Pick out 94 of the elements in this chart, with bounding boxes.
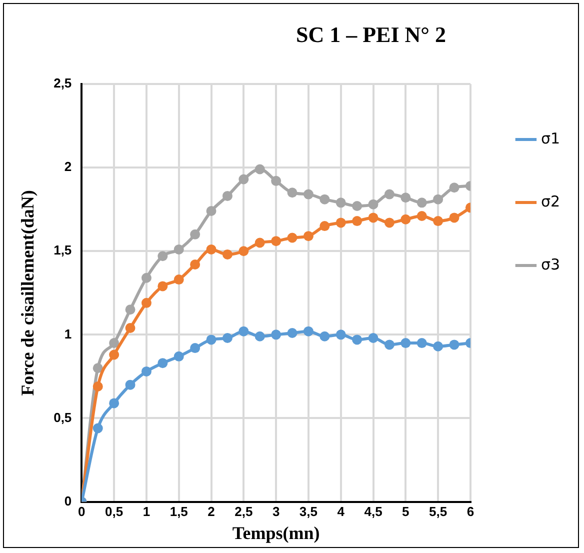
point — [254, 164, 265, 174]
point — [92, 381, 103, 392]
y-tick-label: 0,5 — [54, 410, 72, 425]
point — [368, 333, 378, 344]
point — [368, 212, 378, 223]
legend-label: σ1 — [540, 129, 560, 148]
point — [238, 246, 249, 256]
point — [449, 212, 460, 223]
point — [206, 244, 216, 254]
point — [141, 298, 152, 308]
point — [92, 363, 103, 374]
point — [352, 201, 362, 211]
x-tick-label: 0,5 — [105, 504, 124, 520]
point — [222, 249, 232, 260]
point — [336, 330, 346, 340]
point — [320, 194, 330, 204]
point — [125, 304, 136, 315]
point — [158, 251, 168, 262]
point — [368, 199, 378, 210]
x-tick-label: 4,5 — [364, 504, 382, 520]
point — [125, 322, 136, 333]
y-tick-label: 1,5 — [54, 242, 72, 258]
y-tick-label: 2 — [64, 159, 72, 174]
point — [384, 340, 394, 350]
point — [190, 259, 200, 270]
point — [158, 358, 168, 368]
point — [416, 211, 427, 222]
x-tick-label: 3,5 — [299, 504, 318, 520]
point — [400, 338, 411, 348]
point — [303, 326, 314, 336]
point — [449, 340, 460, 350]
point — [141, 272, 152, 283]
x-tick-label: 5,5 — [429, 504, 448, 520]
point — [238, 326, 249, 336]
point — [384, 189, 394, 200]
legend-label: σ2 — [540, 192, 560, 210]
point — [109, 398, 120, 408]
point — [336, 218, 346, 228]
point — [449, 182, 460, 193]
x-tick-label: 2 — [208, 504, 215, 520]
point — [174, 274, 184, 285]
point — [222, 333, 232, 344]
point — [303, 189, 314, 200]
point — [271, 330, 282, 340]
point — [174, 244, 184, 254]
point — [416, 338, 427, 348]
point — [433, 216, 444, 226]
point — [336, 198, 346, 208]
y-tick-label: 1 — [64, 326, 72, 342]
x-tick-label: 4 — [337, 504, 346, 520]
x-tick-label: 6 — [466, 504, 474, 520]
point — [352, 334, 362, 345]
x-tick-label: 5 — [402, 504, 410, 520]
point — [271, 176, 282, 186]
point — [320, 221, 330, 232]
x-tick-label: 1,5 — [170, 504, 188, 520]
x-tick-label: 3 — [272, 504, 280, 520]
x-tick-label: 2,5 — [234, 504, 253, 520]
point — [400, 192, 411, 203]
x-axis-title: Temps(mn) — [232, 522, 320, 543]
point — [416, 198, 427, 208]
point — [400, 214, 411, 224]
point — [287, 232, 298, 243]
point — [320, 331, 330, 342]
point — [141, 366, 152, 376]
point — [109, 350, 120, 360]
point — [433, 341, 444, 352]
point — [271, 236, 282, 246]
point — [206, 334, 216, 345]
point — [190, 229, 200, 240]
x-tick-label: 0 — [78, 504, 86, 520]
point — [303, 231, 314, 242]
y-axis-title: Force de cisaillement(daN) — [17, 190, 38, 396]
chart-title: SC 1 – PEI N° 2 — [295, 22, 447, 48]
point — [125, 380, 136, 390]
x-tick-label: 1 — [142, 504, 150, 520]
y-tick-label: 0 — [64, 493, 72, 508]
point — [384, 218, 394, 228]
point — [254, 331, 265, 342]
point — [287, 188, 298, 198]
point — [352, 216, 362, 226]
legend-label: σ3 — [540, 255, 560, 274]
point — [190, 343, 200, 354]
point — [222, 190, 232, 201]
point — [433, 194, 444, 204]
point — [109, 338, 120, 348]
point — [174, 351, 184, 362]
point — [158, 281, 168, 292]
point — [238, 174, 249, 184]
point — [254, 238, 265, 248]
point — [287, 328, 298, 338]
y-tick-label: 2,5 — [54, 76, 72, 91]
point — [92, 423, 103, 434]
point — [206, 206, 216, 216]
